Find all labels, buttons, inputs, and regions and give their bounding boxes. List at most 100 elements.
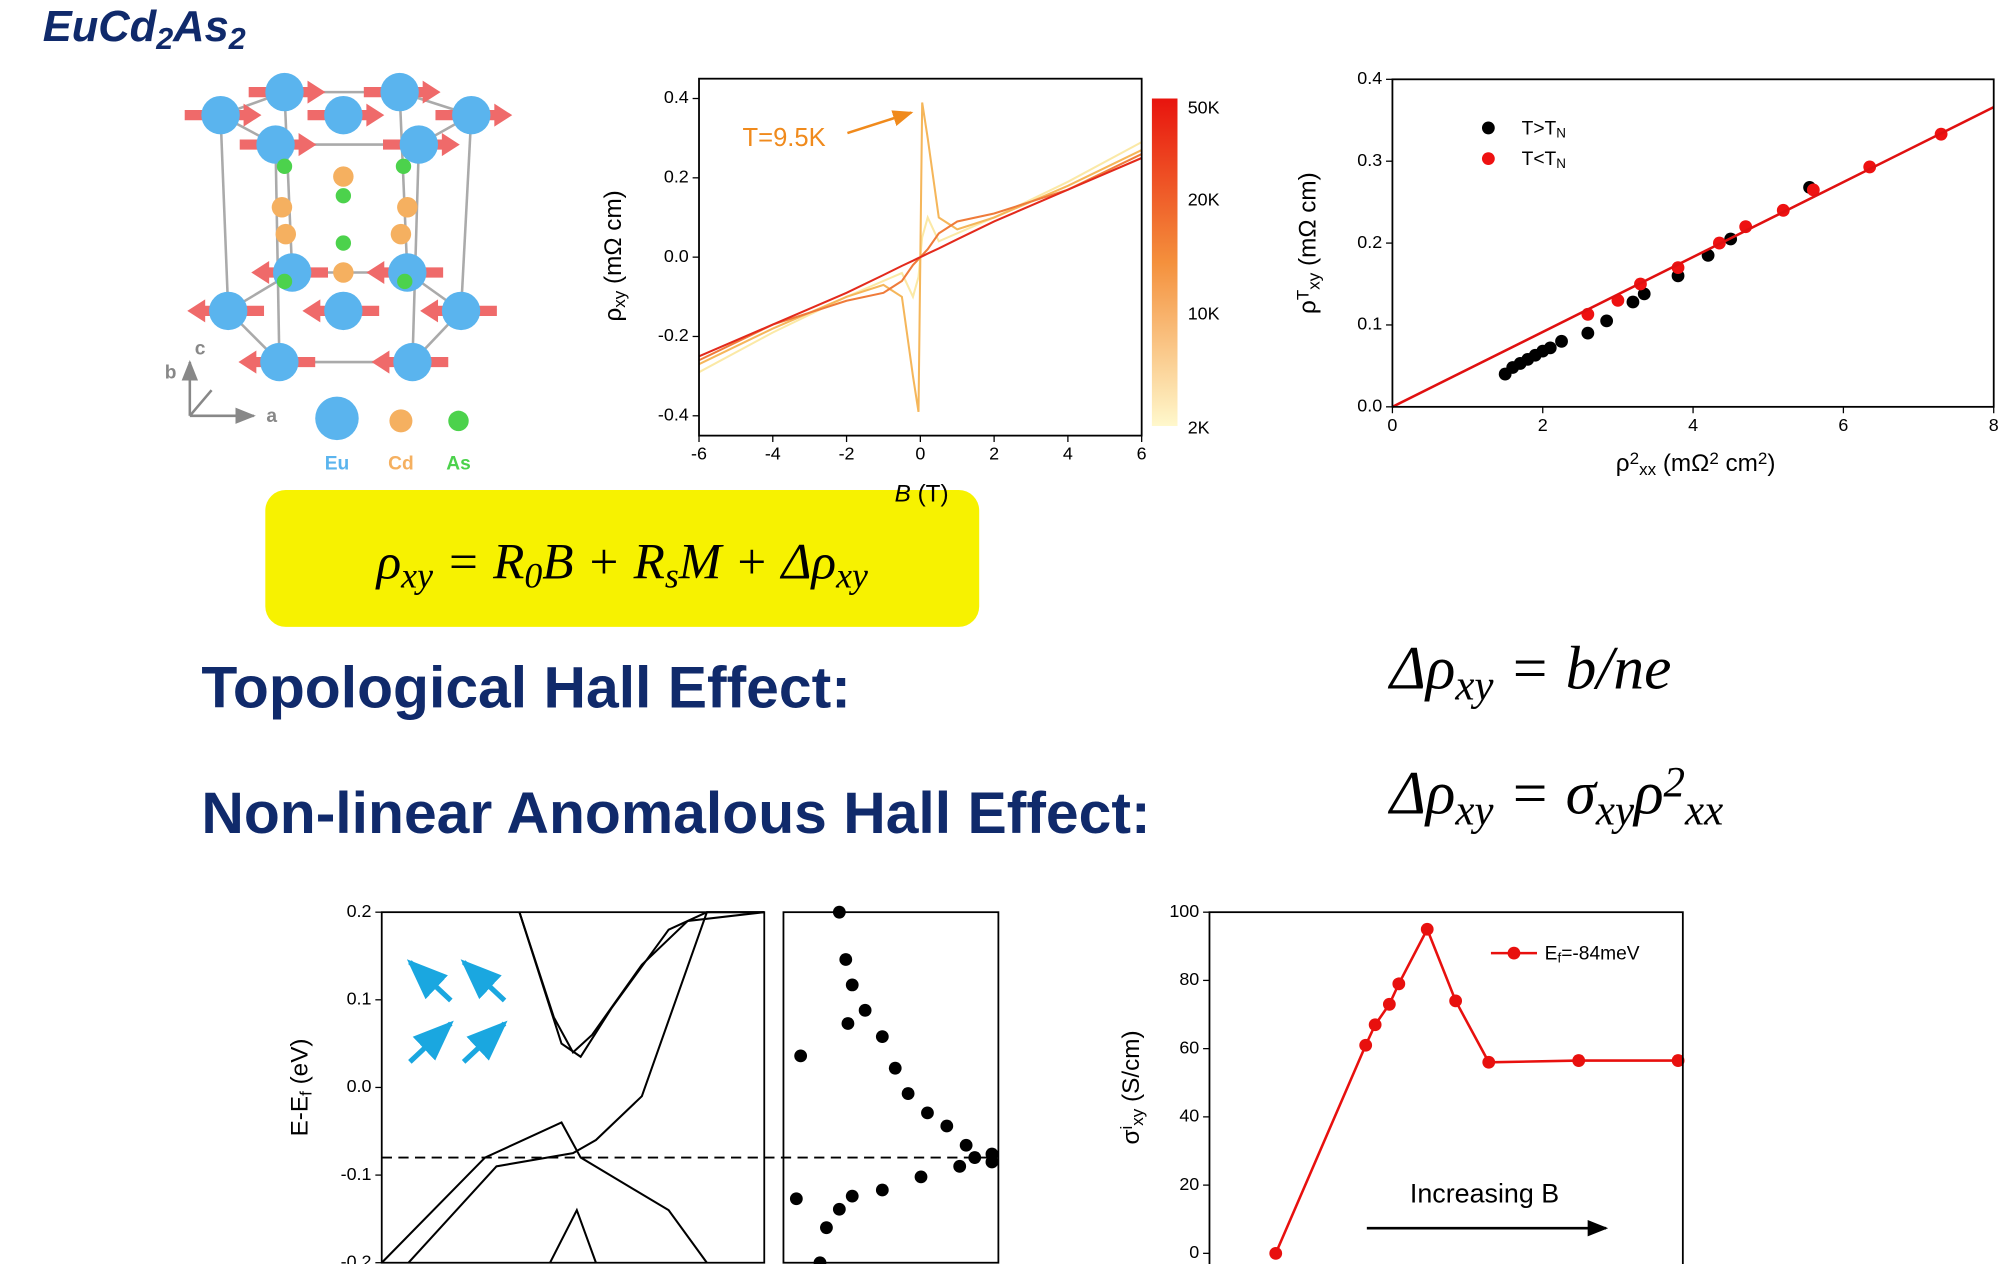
series-line [1274,926,1679,1254]
text-part: N [1556,156,1566,171]
text-part: N [1556,126,1566,141]
point [985,1147,999,1161]
cd-atom [397,197,418,218]
legend-label: Cd [388,454,414,475]
point [959,1138,973,1152]
text-part: B + R [542,533,665,590]
point [1671,1054,1685,1067]
x-tick-label: 4 [1063,444,1073,464]
annotation-arrow [847,110,914,135]
legend-label: T>TN [1522,118,1566,140]
point [921,1106,934,1120]
x-axis-label: ρ2xx (mΩ2 cm2) [1616,449,1776,479]
y-tick-label: 0.2 [347,901,372,921]
effect-formula: Δρxy = b/ne [1387,634,1671,709]
y-tick-label: 0.3 [1357,150,1382,170]
legend-atom [315,396,359,441]
text-part: xy [1128,1108,1147,1125]
point [940,1119,954,1133]
text-part: E-E [287,1096,314,1137]
plot-area [381,911,765,1264]
cd-atom [333,166,354,187]
text-part: xx [1684,787,1723,834]
y-tick-label: 0.2 [1357,232,1382,252]
bond [398,92,409,273]
point [953,1159,967,1173]
plot-frame [698,77,1143,437]
text-part: ρ [600,308,627,322]
point [875,1183,889,1197]
text-part: i [1117,1126,1136,1130]
text-part: ) [1767,450,1775,477]
x-tick-label: 2 [989,444,999,464]
point [1359,1038,1373,1052]
eu-atom [399,125,439,164]
colorbar [1151,98,1178,427]
point [888,1061,902,1075]
y-tick-label: 0.2 [664,167,689,187]
y-axis-label: E-Ef (eV) [287,1038,316,1136]
y-tick-label: 0.1 [1357,314,1382,334]
legend-marker [1481,152,1495,166]
axis-label: a [266,406,277,427]
text-part: 0 [524,555,542,595]
text-part: (mΩ [1656,450,1709,477]
equation-box [265,489,980,627]
legend-atom [448,410,469,432]
cd-atom [271,197,293,218]
text-part: xy [1454,787,1494,834]
text-part: = b/ne [1494,634,1672,702]
x-tick-label: 0 [915,444,925,464]
axis-arrow [188,389,213,417]
plot-frame [782,911,1000,1264]
y-tick-label: 100 [1169,901,1199,921]
series-line [381,1121,708,1264]
equation: ρxy = R0B + RsM + Δρxy [375,533,868,595]
legend-atom [389,409,413,433]
point [1392,977,1406,991]
eu-atom [201,95,240,135]
x-tick-label: 6 [1137,444,1147,464]
text-part: ρ [1295,300,1322,314]
plot-frame [380,911,766,1264]
y-tick-label: -0.4 [658,405,689,425]
y-tick-label: 0.0 [347,1076,372,1096]
point [1581,326,1595,340]
point [1572,1054,1586,1067]
point [1555,334,1568,348]
text-part: 2 [155,21,173,55]
plot-frame [1208,911,1684,1264]
eu-atom [393,342,432,382]
point [1449,994,1463,1008]
bond [283,92,294,273]
crystal-structure [181,72,513,441]
series-line [698,157,1143,358]
series-line [407,911,708,1264]
point [968,1151,982,1164]
cd-atom [275,223,297,245]
point [1806,183,1820,197]
y-tick-label: 0.0 [1357,396,1382,416]
text-part: xy [835,555,868,595]
slide-title: EuCd2As2 [43,3,246,56]
as-atom [335,188,352,204]
x-tick-label: 0 [1387,415,1397,435]
series-line [518,911,765,1055]
plot-area [698,102,1143,412]
colorbar-label: 2K [1188,417,1210,437]
text-part: (mΩ cm) [600,190,627,290]
point [789,1192,803,1206]
y-tick-label: 0.1 [347,989,372,1009]
text-part: T<T [1522,149,1557,170]
point [1482,1055,1496,1069]
text-part: ρ [1616,450,1630,477]
point [1269,1246,1283,1260]
text-part: = σ [1494,760,1599,828]
effect-heading: Non-linear Anomalous Hall Effect: [201,781,1150,846]
spin-arrow [460,959,507,1003]
text-part: ρ [1632,760,1663,828]
eu-atom [380,72,419,112]
text-part: xy [610,290,629,308]
